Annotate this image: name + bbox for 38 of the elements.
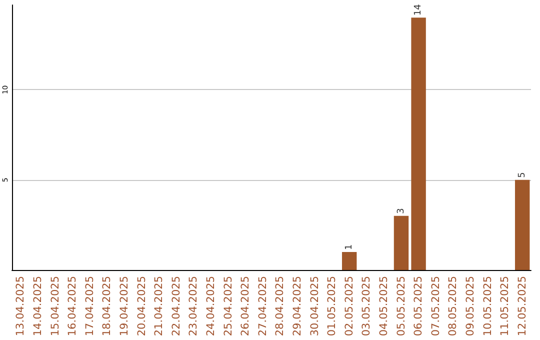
x-tick-label: 20.04.2025 — [136, 276, 148, 336]
x-tick-label: 24.04.2025 — [204, 276, 217, 336]
x-tick-label: 22.04.2025 — [170, 276, 182, 336]
x-tick-label: 14.04.2025 — [32, 276, 44, 336]
bar — [411, 18, 426, 270]
x-tick-label: 28.04.2025 — [274, 276, 286, 336]
x-tick-label: 03.05.2025 — [360, 276, 373, 336]
x-tick-label: 12.05.2025 — [516, 276, 528, 336]
x-tick-label: 13.04.2025 — [14, 276, 27, 336]
x-tick-label: 25.04.2025 — [222, 276, 234, 336]
x-tick-label: 18.04.2025 — [101, 276, 114, 336]
x-tick-label: 11.05.2025 — [499, 276, 512, 336]
bar — [342, 252, 357, 270]
x-tick-label: 02.05.2025 — [343, 276, 356, 336]
x-tick-label: 30.04.2025 — [308, 276, 321, 336]
x-tick-label: 21.04.2025 — [153, 276, 166, 336]
x-tick-label: 19.04.2025 — [118, 276, 130, 336]
bar — [394, 216, 409, 270]
x-tick-label: 17.04.2025 — [84, 276, 96, 336]
x-tick-label: 08.05.2025 — [447, 276, 460, 336]
x-tick-label: 27.04.2025 — [256, 276, 269, 336]
data-label: 3 — [396, 208, 406, 214]
x-tick-label: 06.05.2025 — [412, 276, 425, 336]
x-tick-label: 05.05.2025 — [395, 276, 408, 336]
x-tick-label: 26.04.2025 — [240, 276, 252, 336]
data-label: 1 — [344, 244, 354, 250]
x-tick-label: 16.04.2025 — [66, 276, 79, 336]
x-tick-label: 04.05.2025 — [378, 276, 390, 336]
data-label: 5 — [517, 172, 528, 178]
x-tick-label: 01.05.2025 — [326, 276, 338, 336]
x-tick-label: 23.04.2025 — [188, 276, 200, 336]
x-tick-label: 09.05.2025 — [464, 276, 476, 336]
data-label: 14 — [414, 4, 424, 16]
x-tick-label: 10.05.2025 — [482, 276, 494, 336]
bar — [514, 180, 530, 270]
x-tick-label: 15.04.2025 — [49, 276, 62, 336]
x-tick-label: 29.04.2025 — [291, 276, 304, 336]
x-tick-label: 07.05.2025 — [430, 276, 442, 336]
